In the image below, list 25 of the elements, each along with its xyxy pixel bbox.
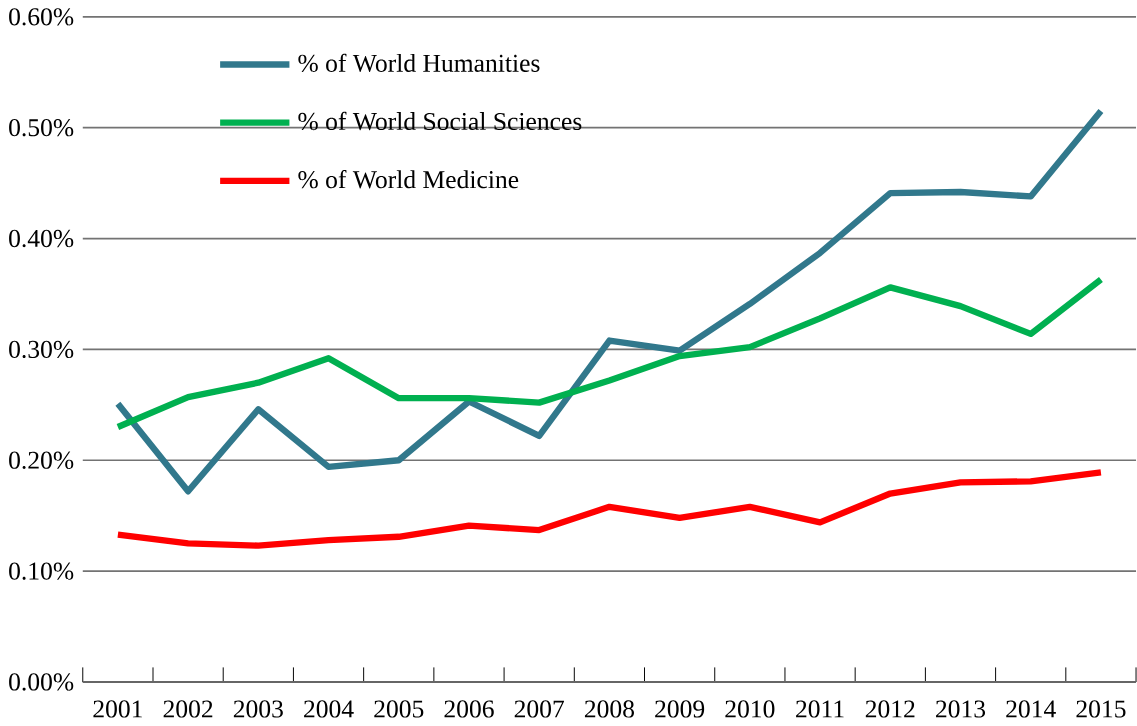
legend-label: % of World Social Sciences bbox=[298, 111, 582, 131]
x-tick-label: 2011 bbox=[796, 700, 844, 718]
x-tick-label: 2015 bbox=[1076, 700, 1126, 718]
x-tick-label: 2002 bbox=[163, 700, 213, 718]
x-tick-label: 2013 bbox=[936, 700, 986, 718]
x-tick-label: 2007 bbox=[514, 700, 565, 718]
x-tick-label: 2010 bbox=[725, 700, 775, 718]
legend-label: % of World Medicine bbox=[298, 170, 519, 189]
x-tick-label: 2005 bbox=[374, 700, 424, 718]
y-tick-label: 0.50% bbox=[9, 119, 74, 137]
x-tick-label: 2001 bbox=[93, 700, 142, 718]
x-tick-label: 2008 bbox=[584, 700, 634, 718]
y-tick-label: 0.30% bbox=[9, 340, 74, 359]
x-tick-label: 2003 bbox=[233, 700, 283, 718]
legend-label: % of World Humanities bbox=[298, 53, 540, 73]
x-tick-label: 2012 bbox=[865, 700, 915, 718]
x-tick-label: 2004 bbox=[304, 700, 354, 718]
y-tick-label: 0.00% bbox=[9, 673, 74, 691]
y-tick-label: 0.40% bbox=[9, 230, 74, 248]
y-tick-label: 0.60% bbox=[9, 8, 74, 26]
x-tick-label: 2014 bbox=[1006, 700, 1056, 718]
x-tick-label: 2006 bbox=[444, 700, 494, 718]
y-tick-label: 0.20% bbox=[9, 451, 74, 470]
y-tick-label: 0.10% bbox=[9, 562, 74, 580]
x-tick-label: 2009 bbox=[655, 700, 705, 718]
